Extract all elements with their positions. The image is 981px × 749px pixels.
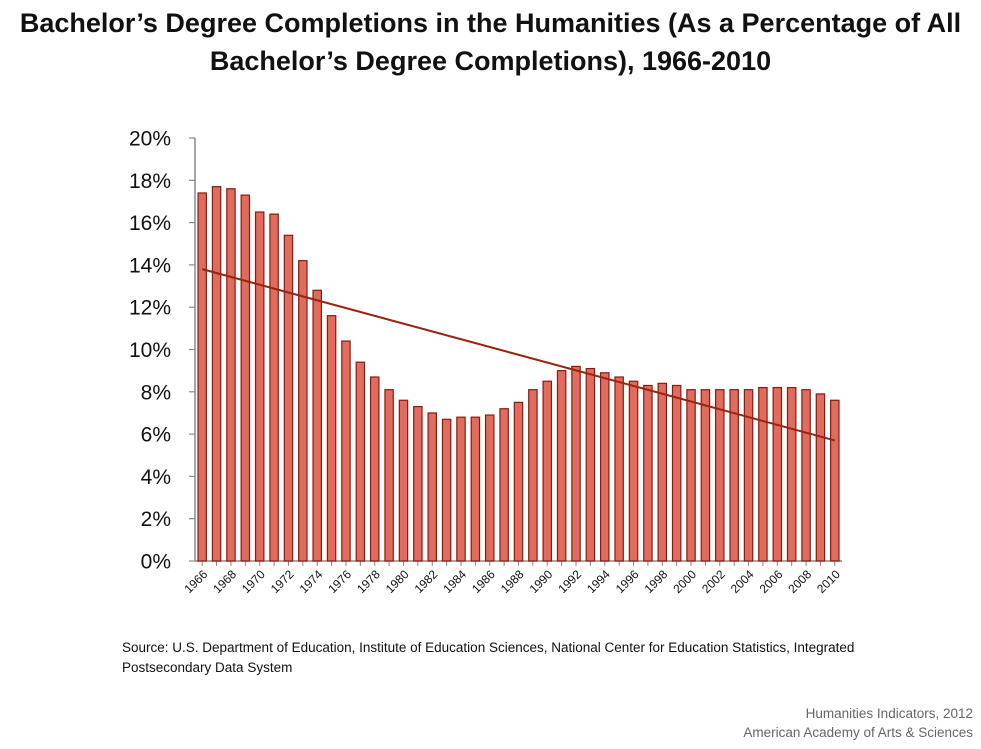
bar-1995 — [614, 376, 624, 562]
bar-2008 — [801, 389, 811, 562]
bar-1972 — [283, 234, 294, 562]
title-line-2: Bachelor’s Degree Completions), 1966-201… — [209, 46, 772, 76]
x-tick-label: 2010 — [814, 567, 843, 596]
x-tick-label: 1966 — [182, 567, 211, 596]
x-tick-label: 1980 — [383, 567, 412, 596]
x-tick-label: 1974 — [297, 567, 326, 596]
bar-1979 — [384, 389, 394, 562]
bar-2007 — [786, 386, 797, 562]
bar-2010 — [830, 399, 840, 562]
bar-1989 — [528, 389, 538, 562]
x-tick-label: 1998 — [642, 567, 671, 596]
x-tick-label: 1972 — [268, 567, 297, 596]
x-tick-label: 2004 — [728, 567, 757, 596]
bar-1999 — [671, 384, 682, 562]
y-tick-label: 16% — [129, 212, 171, 235]
bar-1978 — [369, 376, 380, 562]
trendline-group — [201, 268, 836, 442]
y-tick-label: 10% — [129, 339, 171, 362]
bar-1988 — [513, 401, 524, 562]
bar-1992 — [571, 365, 581, 562]
x-tick-label: 1970 — [239, 567, 268, 596]
bar-1970 — [254, 211, 265, 562]
bar-1994 — [599, 372, 610, 562]
bar-1991 — [556, 370, 567, 562]
x-tick-label: 2002 — [699, 567, 728, 596]
credit-block: Humanities Indicators, 2012 American Aca… — [743, 704, 973, 742]
bar-1976 — [341, 340, 351, 562]
bar-1985 — [470, 416, 481, 562]
credit-line-2: American Academy of Arts & Sciences — [743, 725, 973, 740]
x-tick-label: 2006 — [757, 567, 786, 596]
bar-2009 — [815, 393, 826, 562]
bar-2006 — [772, 386, 783, 562]
bar-1980 — [398, 399, 409, 562]
bar-1982 — [427, 412, 438, 562]
bar-2004 — [743, 389, 754, 562]
x-tick-label: 1986 — [469, 567, 498, 596]
y-tick-label: 14% — [129, 254, 171, 277]
bar-1996 — [628, 380, 639, 562]
bar-1971 — [269, 213, 279, 562]
bar-1977 — [355, 361, 366, 562]
bar-1993 — [585, 367, 596, 562]
bar-series — [197, 186, 840, 562]
y-tick-label: 20% — [129, 128, 171, 151]
y-tick-label: 12% — [129, 297, 171, 320]
bar-1983 — [441, 418, 452, 562]
y-tick-label: 8% — [141, 381, 171, 404]
bar-2000 — [686, 389, 696, 562]
bar-2001 — [700, 389, 711, 562]
bar-2003 — [729, 389, 739, 562]
bar-1998 — [657, 382, 668, 562]
x-axis: 1966 1968 1970 1972 1974 1976 1978 1980 1982 1984… — [182, 560, 843, 596]
bar-1975 — [326, 315, 337, 562]
x-tick-label: 1982 — [412, 567, 441, 596]
bar-1967 — [211, 186, 222, 562]
bar-2002 — [715, 389, 725, 562]
bar-1997 — [643, 384, 653, 562]
bar-1987 — [499, 408, 509, 562]
bar-1986 — [484, 414, 495, 562]
x-tick-label: 1984 — [440, 567, 469, 596]
x-tick-label: 1968 — [210, 567, 239, 596]
source-note: Source: U.S. Department of Education, In… — [122, 640, 855, 675]
bar-1966 — [197, 192, 207, 562]
y-tick-label: 0% — [141, 551, 171, 574]
x-tick-label: 2000 — [670, 567, 699, 596]
bar-1974 — [312, 289, 322, 562]
bar-1968 — [226, 188, 236, 562]
x-tick-label: 1996 — [613, 567, 642, 596]
bar-1969 — [240, 194, 251, 562]
trendline — [201, 268, 836, 442]
x-tick-label: 1990 — [527, 567, 556, 596]
bar-1990 — [542, 380, 553, 562]
y-tick-label: 6% — [141, 424, 171, 447]
y-tick-label: 18% — [129, 170, 171, 193]
title-line-1: Bachelor’s Degree Completions in the Hum… — [19, 8, 962, 38]
chart-title: Bachelor’s Degree Completions in the Hum… — [0, 4, 981, 80]
x-tick-label: 1992 — [555, 567, 584, 596]
x-tick-label: 1988 — [498, 567, 527, 596]
x-tick-label: 1994 — [584, 567, 613, 596]
bar-2005 — [758, 386, 768, 562]
bar-1981 — [413, 406, 423, 562]
x-tick-label: 1978 — [354, 567, 383, 596]
x-tick-label: 1976 — [325, 567, 354, 596]
x-tick-label: 2008 — [785, 567, 814, 596]
credit-line-1: Humanities Indicators, 2012 — [805, 706, 973, 721]
bar-1973 — [298, 260, 308, 562]
y-axis: 0% 2% 4% 6% 8% 10% 12% 14% 16% 18% 20% — [129, 128, 196, 574]
y-tick-label: 2% — [141, 508, 171, 531]
y-tick-label: 4% — [141, 466, 171, 489]
bar-1984 — [456, 416, 466, 562]
